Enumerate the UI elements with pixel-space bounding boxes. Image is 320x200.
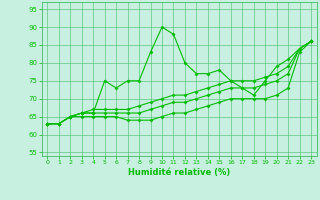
X-axis label: Humidité relative (%): Humidité relative (%): [128, 168, 230, 177]
